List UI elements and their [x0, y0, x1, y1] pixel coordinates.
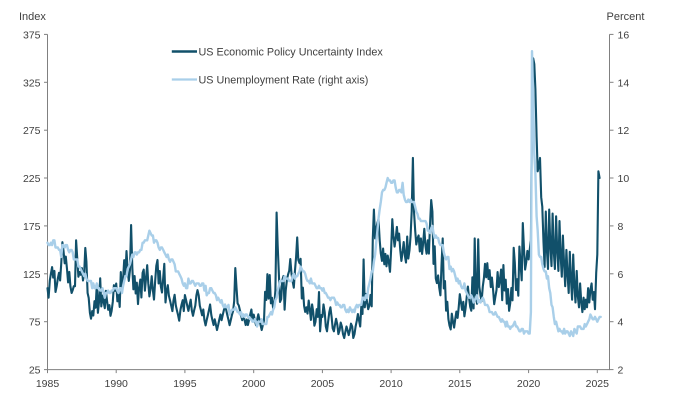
svg-text:US Economic Policy Uncertainty: US Economic Policy Uncertainty Index [199, 46, 384, 58]
svg-text:1985: 1985 [36, 378, 60, 390]
svg-text:12: 12 [618, 125, 630, 137]
svg-text:175: 175 [23, 221, 41, 233]
svg-text:2005: 2005 [311, 378, 335, 390]
svg-text:8: 8 [618, 221, 624, 233]
svg-text:125: 125 [23, 269, 41, 281]
svg-text:2000: 2000 [242, 378, 266, 390]
svg-text:225: 225 [23, 173, 41, 185]
svg-text:4: 4 [618, 317, 624, 329]
svg-text:1995: 1995 [173, 378, 197, 390]
svg-text:325: 325 [23, 77, 41, 89]
svg-text:2010: 2010 [379, 378, 403, 390]
svg-text:US Unemployment Rate (right ax: US Unemployment Rate (right axis) [199, 74, 369, 86]
svg-text:Index: Index [19, 11, 46, 23]
svg-text:275: 275 [23, 125, 41, 137]
svg-text:2: 2 [618, 365, 624, 377]
svg-text:2025: 2025 [586, 378, 610, 390]
svg-text:1990: 1990 [105, 378, 129, 390]
svg-text:75: 75 [29, 317, 41, 329]
svg-text:375: 375 [23, 29, 41, 41]
svg-text:2015: 2015 [448, 378, 472, 390]
svg-text:2020: 2020 [517, 378, 541, 390]
svg-text:14: 14 [618, 77, 630, 89]
svg-text:Percent: Percent [607, 11, 645, 23]
svg-text:6: 6 [618, 269, 624, 281]
svg-text:16: 16 [618, 29, 630, 41]
svg-text:10: 10 [618, 173, 630, 185]
svg-text:25: 25 [29, 365, 41, 377]
